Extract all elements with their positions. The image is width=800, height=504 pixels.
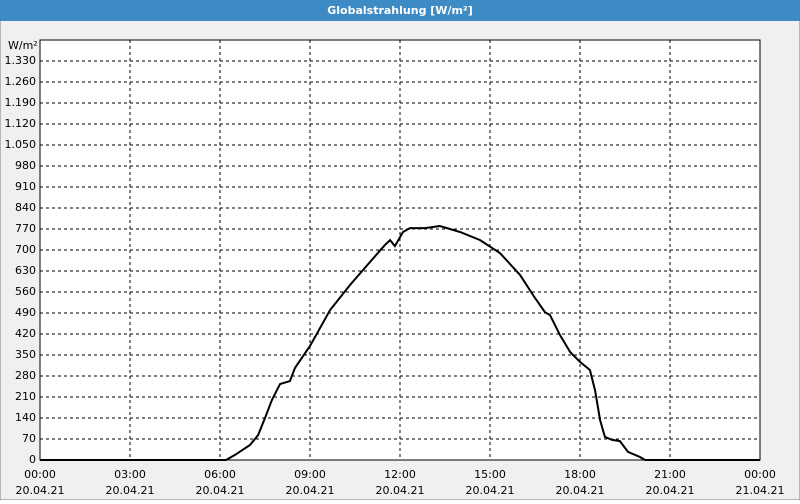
y-tick-label: 1.260	[5, 75, 37, 88]
x-tick-date: 20.04.21	[106, 484, 155, 497]
x-tick-date: 20.04.21	[556, 484, 605, 497]
y-tick-label: 490	[15, 306, 36, 319]
y-tick-label: 980	[15, 159, 36, 172]
x-tick-label: 15:00	[474, 468, 506, 481]
chart-title: Globalstrahlung [W/m²]	[327, 4, 473, 17]
data-line	[40, 224, 760, 461]
y-unit: W/m²	[8, 39, 38, 52]
x-tick-label: 00:00	[744, 468, 776, 481]
x-tick-label: 12:00	[384, 468, 416, 481]
x-tick-date: 20.04.21	[286, 484, 335, 497]
y-tick-label: 1.190	[5, 96, 37, 109]
y-tick-label: 0	[29, 453, 36, 466]
x-tick-date: 20.04.21	[466, 484, 515, 497]
x-tick-label: 00:00	[24, 468, 56, 481]
title-bar	[0, 0, 800, 21]
y-tick-label: 910	[15, 180, 36, 193]
y-tick-label: 560	[15, 285, 36, 298]
y-tick-label: 140	[15, 411, 36, 424]
x-tick-label: 21:00	[654, 468, 686, 481]
x-tick-label: 09:00	[294, 468, 326, 481]
x-tick-label: 03:00	[114, 468, 146, 481]
y-tick-label: 350	[15, 348, 36, 361]
y-tick-label: 1.330	[5, 54, 37, 67]
x-tick-label: 06:00	[204, 468, 236, 481]
y-tick-label: 1.120	[5, 117, 37, 130]
x-tick-label: 18:00	[564, 468, 596, 481]
plot-frame	[39, 39, 761, 461]
x-tick-date: 20.04.21	[16, 484, 65, 497]
x-tick-date: 20.04.21	[376, 484, 425, 497]
y-tick-label: 280	[15, 369, 36, 382]
y-tick-label: 420	[15, 327, 36, 340]
y-tick-label: 700	[15, 243, 36, 256]
y-tick-label: 630	[15, 264, 36, 277]
x-tick-date: 20.04.21	[646, 484, 695, 497]
y-tick-label: 770	[15, 222, 36, 235]
y-tick-label: 210	[15, 390, 36, 403]
x-tick-date: 20.04.21	[196, 484, 245, 497]
y-tick-label: 70	[22, 432, 36, 445]
y-tick-label: 840	[15, 201, 36, 214]
x-tick-date: 21.04.21	[736, 484, 785, 497]
y-tick-label: 1.050	[5, 138, 37, 151]
